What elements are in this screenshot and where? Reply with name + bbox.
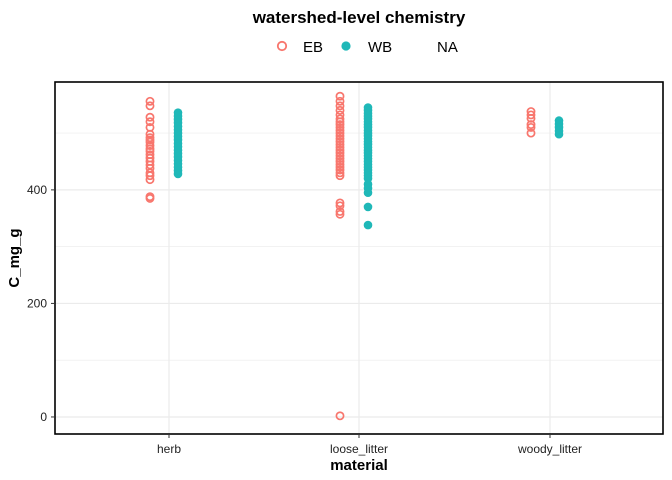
point-eb-loose_litter <box>335 101 345 111</box>
point-eb-loose_litter <box>335 159 345 169</box>
y-axis-title: C_mg_g <box>6 228 23 287</box>
point-eb-herb <box>145 117 155 127</box>
legend-label-na: NA <box>437 39 458 56</box>
point-eb-woody_litter <box>526 113 536 123</box>
legend-key-wb <box>341 41 351 51</box>
point-wb-herb <box>173 169 183 179</box>
point-eb-loose_litter <box>335 117 345 127</box>
point-eb-loose_litter <box>335 209 345 219</box>
point-wb-loose_litter <box>363 202 373 212</box>
grid-lines <box>55 82 663 434</box>
point-eb-loose_litter <box>335 154 345 164</box>
x-tick-label: woody_litter <box>517 442 582 456</box>
point-eb-loose_litter <box>335 120 345 130</box>
point-eb-loose_litter <box>335 122 345 132</box>
x-tick-label: loose_litter <box>330 442 388 456</box>
point-eb-loose_litter <box>335 131 345 141</box>
point-eb-loose_litter <box>335 206 345 216</box>
point-eb-loose_litter <box>335 165 345 175</box>
point-eb-loose_litter <box>335 198 345 208</box>
point-eb-loose_litter <box>335 142 345 152</box>
point-eb-loose_litter <box>335 162 345 172</box>
x-axis-title: material <box>330 457 388 474</box>
point-eb-loose_litter <box>335 128 345 138</box>
point-eb-loose_litter <box>335 168 345 178</box>
point-eb-woody_litter <box>526 128 536 138</box>
legend-title: watershed-level chemistry <box>252 8 466 27</box>
legend-key-eb <box>276 40 288 52</box>
point-eb-herb <box>145 112 155 122</box>
legend-label-wb: WB <box>368 39 392 56</box>
point-eb-loose_litter <box>335 114 345 124</box>
data-points <box>145 91 564 421</box>
point-wb-loose_litter <box>363 188 373 198</box>
point-eb-woody_litter <box>526 120 536 130</box>
point-eb-loose_litter <box>335 96 345 106</box>
point-eb-loose_litter <box>335 148 345 158</box>
point-eb-loose_litter <box>335 125 345 135</box>
point-eb-loose_litter <box>335 201 345 211</box>
point-eb-loose_litter <box>335 411 345 421</box>
point-eb-loose_litter <box>335 171 345 181</box>
point-eb-loose_litter <box>335 140 345 149</box>
point-eb-loose_litter <box>335 137 345 147</box>
point-eb-herb <box>145 101 155 111</box>
legend: watershed-level chemistry EB WB NA <box>252 8 466 56</box>
point-eb-loose_litter <box>335 91 345 101</box>
y-tick-label: 400 <box>27 183 47 197</box>
point-eb-herb <box>145 171 155 181</box>
x-tick-label: herb <box>157 442 181 456</box>
axis-ticks: 0 200 400 herb loose_litter woody_litter <box>27 183 582 456</box>
point-eb-herb <box>145 141 155 151</box>
y-tick-label: 0 <box>40 410 47 424</box>
legend-label-eb: EB <box>303 39 323 56</box>
point-eb-loose_litter <box>335 145 345 155</box>
point-eb-herb <box>145 193 155 203</box>
point-wb-loose_litter <box>363 220 373 230</box>
point-eb-woody_litter <box>526 110 536 120</box>
point-eb-loose_litter <box>335 134 345 144</box>
y-tick-label: 200 <box>27 296 47 310</box>
point-eb-herb <box>145 175 155 185</box>
point-eb-loose_litter <box>335 151 345 161</box>
point-eb-woody_litter <box>526 122 536 132</box>
point-wb-woody_litter <box>554 129 564 139</box>
point-eb-herb <box>145 96 155 106</box>
point-eb-loose_litter <box>335 157 345 166</box>
point-eb-loose_litter <box>335 105 345 115</box>
